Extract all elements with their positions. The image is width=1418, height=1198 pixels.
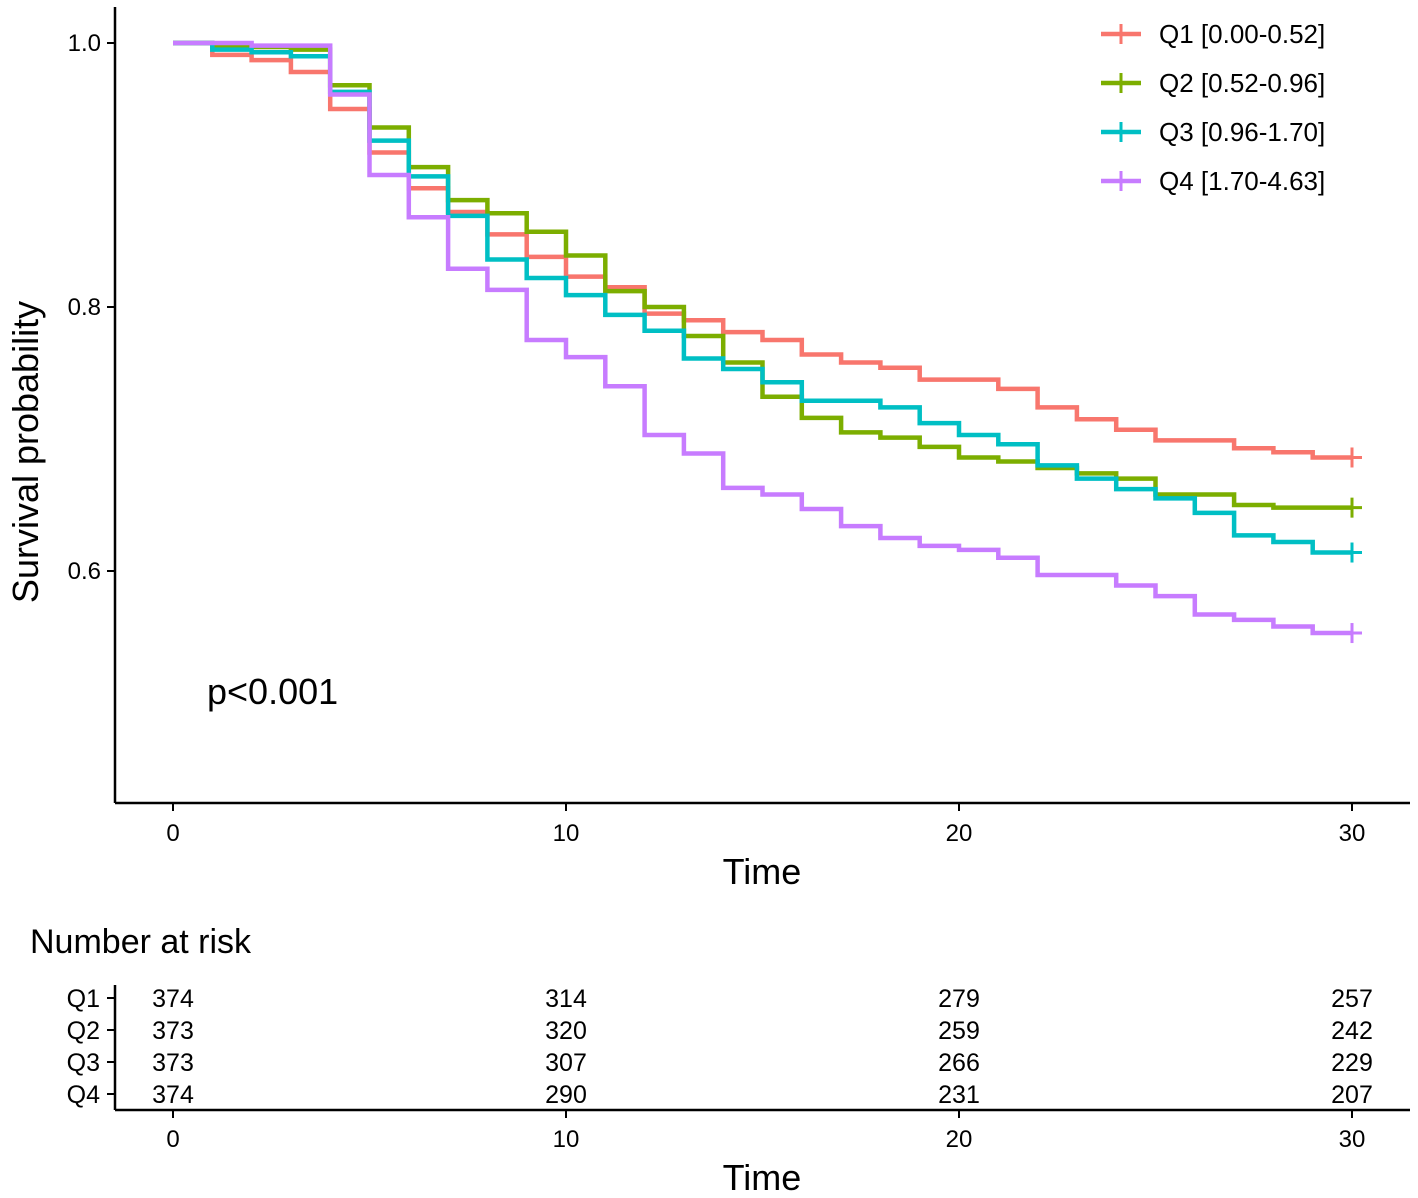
y-tick-label: 0.8 [68, 294, 101, 321]
legend-item-q1: Q1 [0.00-0.52] [1101, 19, 1325, 49]
risk-count: 229 [1331, 1049, 1373, 1077]
y-tick-label: 1.0 [68, 30, 101, 57]
survival-curve-q2 [173, 40, 1352, 510]
x-tick-label: 0 [166, 820, 179, 847]
x-tick-label: 30 [1339, 820, 1366, 847]
legend-label: Q2 [0.52-0.96] [1159, 68, 1325, 98]
risk-row-q2: Q2 373 320 259 242 [67, 1017, 1373, 1045]
risk-row-label: Q1 [67, 985, 100, 1013]
legend-item-q3: Q3 [0.96-1.70] [1101, 117, 1325, 147]
risk-count: 373 [152, 1017, 194, 1045]
risk-count: 314 [545, 985, 587, 1013]
legend-item-q4: Q4 [1.70-4.63] [1101, 166, 1325, 196]
legend: Q1 [0.00-0.52] Q2 [0.52-0.96] Q3 [0.96-1.7… [1101, 19, 1325, 196]
risk-table-title: Number at risk [30, 923, 252, 961]
x-axis-title: Time [723, 851, 802, 892]
risk-count: 290 [545, 1081, 587, 1109]
risk-count: 373 [152, 1049, 194, 1077]
legend-label: Q1 [0.00-0.52] [1159, 19, 1325, 49]
risk-row-label: Q3 [67, 1049, 100, 1077]
survival-plot: 0.6 0.8 1.0 0 10 20 30 Time Survival probabil… [5, 7, 1410, 892]
risk-count: 266 [938, 1049, 980, 1077]
risk-table: Number at risk Q1 374 314 279 257 Q2 373 320 259… [30, 923, 1410, 1198]
risk-count: 374 [152, 985, 194, 1013]
risk-row-label: Q2 [67, 1017, 100, 1045]
risk-row-q3: Q3 373 307 266 229 [67, 1049, 1373, 1077]
risk-count: 231 [938, 1081, 980, 1109]
risk-count: 257 [1331, 985, 1373, 1013]
risk-row-label: Q4 [67, 1081, 100, 1109]
risk-x-tick-label: 30 [1339, 1126, 1366, 1153]
y-tick-label: 0.6 [68, 558, 101, 585]
censor-marks [1342, 447, 1362, 644]
legend-label: Q4 [1.70-4.63] [1159, 166, 1325, 196]
x-axis-ticks: 0 10 20 30 [166, 803, 1365, 847]
y-axis-ticks: 0.6 0.8 1.0 [68, 30, 115, 585]
censor-mark-q2 [1342, 497, 1362, 518]
censor-mark-q3 [1342, 542, 1362, 563]
legend-item-q2: Q2 [0.52-0.96] [1101, 68, 1325, 98]
risk-row-q4: Q4 374 290 231 207 [67, 1081, 1373, 1109]
y-axis-title: Survival probability [5, 301, 46, 603]
risk-x-tick-label: 20 [946, 1126, 973, 1153]
x-tick-label: 20 [946, 820, 973, 847]
risk-x-axis-title: Time [723, 1157, 802, 1198]
legend-label: Q3 [0.96-1.70] [1159, 117, 1325, 147]
risk-count: 279 [938, 985, 980, 1013]
risk-row-q1: Q1 374 314 279 257 [67, 985, 1373, 1013]
risk-table-rows: Q1 374 314 279 257 Q2 373 320 259 242 Q3 373 307 266 2… [67, 985, 1373, 1109]
risk-x-tick-label: 10 [553, 1126, 580, 1153]
risk-count: 207 [1331, 1081, 1373, 1109]
risk-count: 374 [152, 1081, 194, 1109]
survival-curve-q4 [173, 40, 1352, 636]
survival-curves [173, 40, 1352, 636]
risk-count: 307 [545, 1049, 587, 1077]
risk-x-axis-ticks: 0 10 20 30 [166, 1110, 1365, 1153]
censor-mark-q1 [1342, 447, 1362, 468]
risk-count: 242 [1331, 1017, 1373, 1045]
risk-x-tick-label: 0 [166, 1126, 179, 1153]
p-value-annotation: p<0.001 [207, 671, 338, 712]
risk-count: 320 [545, 1017, 587, 1045]
censor-mark-q4 [1342, 623, 1362, 644]
risk-count: 259 [938, 1017, 980, 1045]
x-tick-label: 10 [553, 820, 580, 847]
